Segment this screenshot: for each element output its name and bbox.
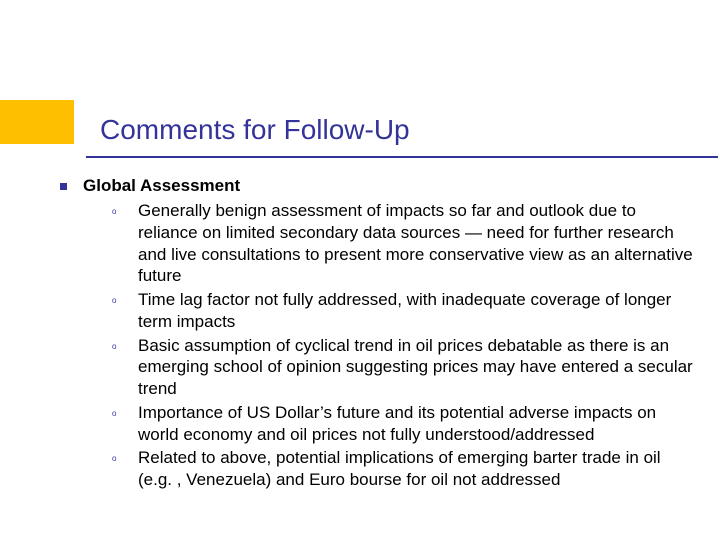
list-item-text: Basic assumption of cyclical trend in oi…	[138, 335, 698, 400]
list-item: o Basic assumption of cyclical trend in …	[112, 335, 700, 400]
title-underline	[86, 156, 718, 158]
list-item: o Related to above, potential implicatio…	[112, 447, 700, 491]
slide-title: Comments for Follow-Up	[100, 114, 410, 146]
list-item-text: Generally benign assessment of impacts s…	[138, 200, 698, 287]
sub-bullet-icon: o	[112, 289, 138, 305]
accent-block	[0, 100, 74, 144]
sub-list: o Generally benign assessment of impacts…	[112, 200, 700, 491]
list-item: o Time lag factor not fully addressed, w…	[112, 289, 700, 333]
slide-content: Global Assessment o Generally benign ass…	[60, 176, 700, 493]
section-heading-row: Global Assessment	[60, 176, 700, 196]
sub-bullet-icon: o	[112, 402, 138, 418]
list-item: o Importance of US Dollar’s future and i…	[112, 402, 700, 446]
list-item-text: Time lag factor not fully addressed, wit…	[138, 289, 698, 333]
list-item-text: Importance of US Dollar’s future and its…	[138, 402, 698, 446]
list-item: o Generally benign assessment of impacts…	[112, 200, 700, 287]
section-heading: Global Assessment	[83, 176, 240, 196]
sub-bullet-icon: o	[112, 447, 138, 463]
sub-bullet-icon: o	[112, 335, 138, 351]
list-item-text: Related to above, potential implications…	[138, 447, 698, 491]
square-bullet-icon	[60, 183, 67, 190]
sub-bullet-icon: o	[112, 200, 138, 216]
